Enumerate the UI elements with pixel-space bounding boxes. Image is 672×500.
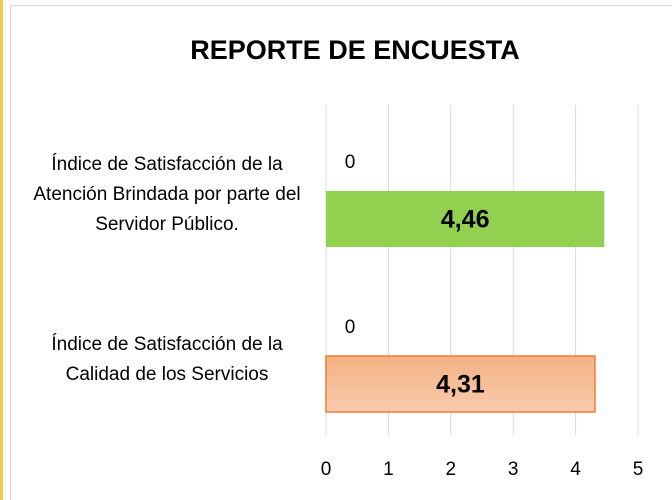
data-label: 4,46 bbox=[441, 206, 490, 234]
bar bbox=[325, 355, 596, 413]
chart-area bbox=[10, 5, 672, 500]
data-label: 0 bbox=[345, 152, 356, 173]
edge bbox=[0, 0, 3, 500]
bar bbox=[326, 191, 605, 247]
data-label: 0 bbox=[345, 317, 356, 338]
chart-title: REPORTE DE ENCUESTA bbox=[190, 35, 520, 65]
x-tick-label: 1 bbox=[383, 459, 394, 480]
category-label: Índice de Satisfacción de la Calidad de … bbox=[51, 334, 283, 385]
data-label: 4,31 bbox=[436, 371, 485, 399]
x-tick-label: 3 bbox=[508, 459, 519, 480]
x-tick-label: 5 bbox=[633, 459, 644, 480]
x-tick-label: 0 bbox=[321, 459, 332, 480]
x-tick-label: 2 bbox=[446, 459, 457, 480]
x-tick-label: 4 bbox=[570, 459, 581, 480]
category-label: Índice de Satisfacción de la Atención Br… bbox=[33, 154, 301, 235]
